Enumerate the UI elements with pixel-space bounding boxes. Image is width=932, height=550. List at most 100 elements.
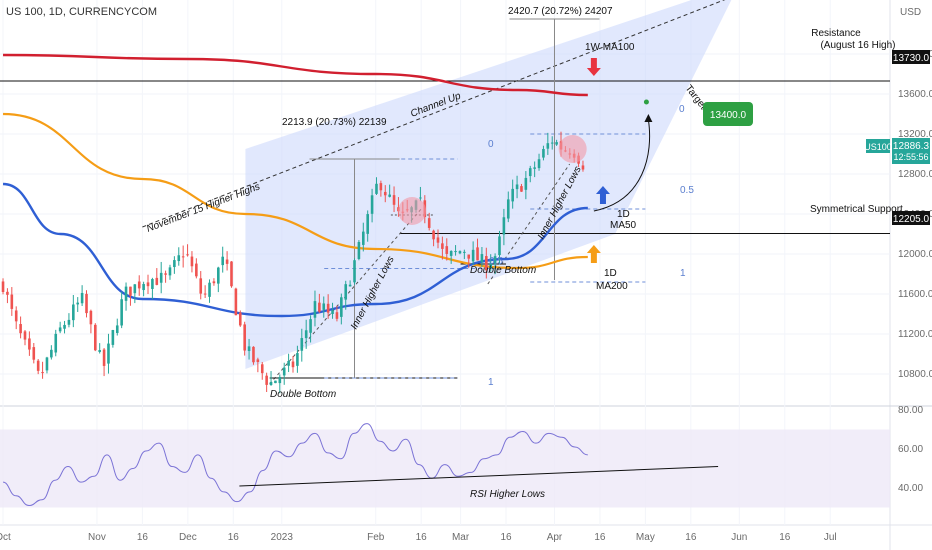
x-tick-label: 16 [594,532,606,543]
projection-curve [593,119,651,212]
label-resistance: Resistance [811,28,861,39]
candle-body [581,165,585,170]
rsi-tick-label: 80.00 [898,405,923,416]
candle-body [260,364,264,374]
candle-body [238,312,242,326]
candle-body [1,281,5,292]
candle-body [217,267,220,284]
annotation-double-bottom-1: Double Bottom [270,389,336,400]
candle-body [111,330,115,345]
candle-body [375,183,378,194]
candle-body [445,246,449,254]
x-tick-label: 16 [137,532,149,543]
candle-body [36,360,40,371]
candle-body [225,259,229,264]
candle-body [511,188,514,202]
x-tick-label: Jun [731,532,747,543]
fib-label-1: 1 [488,377,494,388]
candle-body [234,288,238,316]
candle-body [45,357,49,371]
label-1d-ma50-line1: 1D [617,209,630,220]
candle-body [256,359,260,363]
measure-label-2: 2420.7 (20.72%) 24207 [508,6,613,17]
candle-body [133,284,137,294]
candle-body [296,353,299,366]
target-dot [643,99,649,105]
currency-label: USD [900,7,921,18]
x-tick-label: 16 [228,532,240,543]
candle-body [419,197,422,199]
candle-body [6,291,9,295]
candle-body [186,254,189,256]
x-tick-label: Dec [179,532,197,543]
candle-body [427,218,431,228]
candle-body [102,349,106,366]
candle-body [493,256,497,265]
candle-body [463,251,466,253]
candle-body [93,324,97,351]
candle-body [392,195,396,205]
candle-body [348,284,352,287]
label-rsi-higher-lows: RSI Higher Lows [470,489,545,500]
target-badge [703,102,753,126]
label-symmetrical-support: Symmetrical Support [810,204,903,215]
candle-body [41,372,44,374]
candle-body [120,299,123,326]
candle-body [300,338,304,351]
candle-body [63,324,66,329]
candle-body [515,184,519,190]
y-tick-label: 13600.0 [898,89,932,100]
candle-body [208,282,211,297]
candle-body [164,273,167,275]
candle-body [115,325,119,333]
x-tick-label: 16 [685,532,697,543]
candle-body [353,260,356,283]
candle-body [190,256,194,267]
rsi-pane: 40.00 60.00 80.00 [0,405,923,508]
candle-body [550,142,554,144]
annotation-double-bottom-2: Double Bottom [470,265,536,276]
candle-body [322,303,326,310]
candle-body [537,159,541,169]
candle-body [173,260,176,268]
candle-body [159,272,163,283]
candle-body [489,263,493,269]
candle-body [432,230,435,240]
candle-body [252,346,255,363]
candle-body [471,249,475,262]
candle-body [168,267,172,276]
candle-body [28,338,31,350]
rsi-trendline [239,466,719,487]
candle-body [195,263,198,277]
candle-body [10,294,14,309]
candle-body [203,293,207,295]
candle-body [454,251,457,253]
ma-line-1d-ma200 [3,112,588,270]
label-1w-ma100: 1W MA100 [585,42,635,53]
highlight-circle-2 [558,135,587,163]
candle-body [247,346,251,352]
candle-body [58,327,62,332]
candle-body [533,167,536,169]
candle-body [14,310,18,322]
candle-body [278,377,282,384]
y-tick-label: 12800.0 [898,169,932,180]
candle-body [177,255,181,262]
candle-body [230,261,233,287]
candle-body [502,217,506,235]
y-tick-label: 10800.0 [898,369,932,380]
ma-line-1w-ma100 [3,53,588,97]
candle-body [361,231,365,245]
fib-label-0b: 0 [679,104,685,115]
rsi-tick-label: 60.00 [898,444,923,455]
target-badge-text: 13400.0 [710,110,747,121]
candle-body [436,237,440,243]
candle-body [542,148,545,158]
candle-body [528,168,532,177]
fib-label-0: 0 [488,139,494,150]
x-tick-label: May [636,532,655,543]
highlight-circle-1 [398,197,427,225]
candle-body [520,186,523,192]
candle-body [309,319,312,333]
candle-body [357,242,361,260]
